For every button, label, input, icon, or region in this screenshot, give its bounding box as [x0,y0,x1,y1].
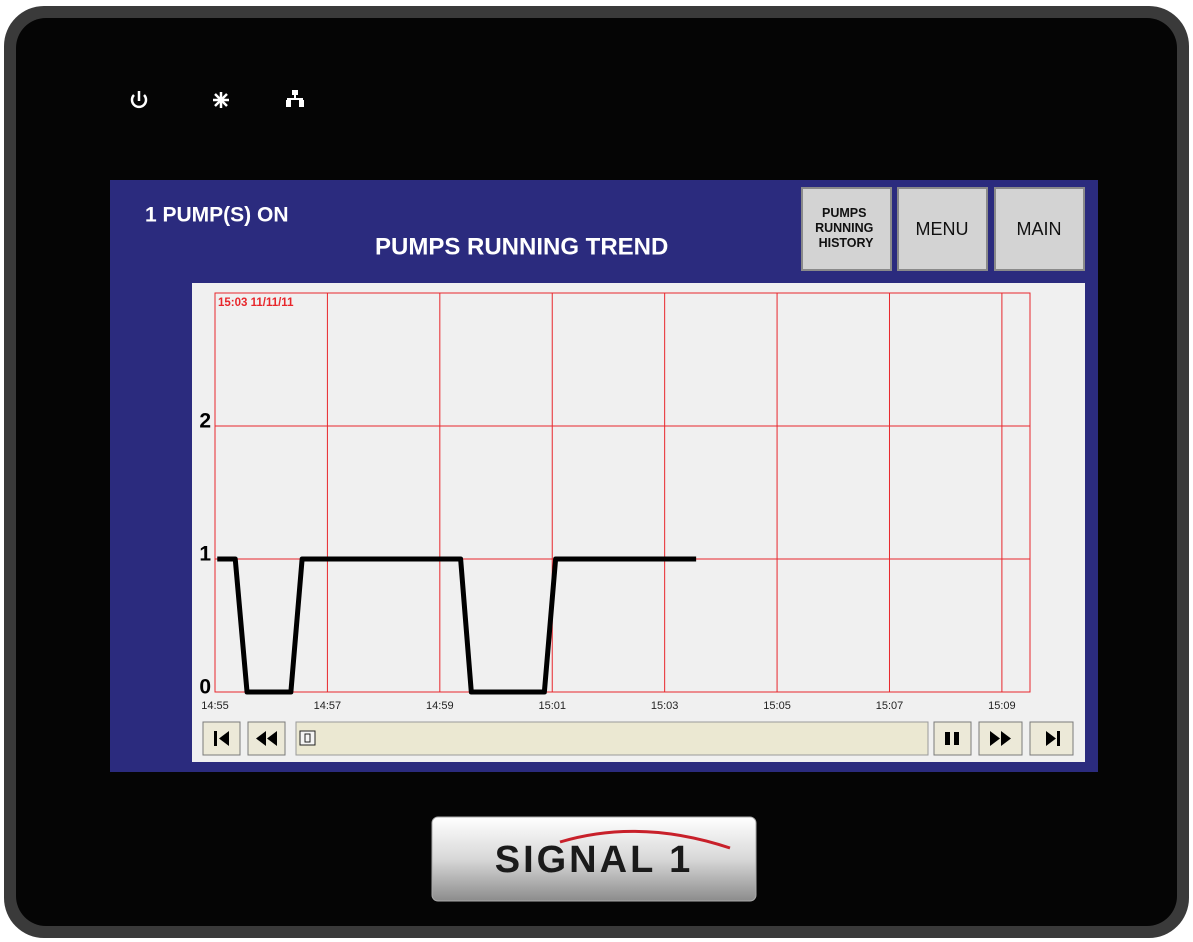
button-label-line[interactable]: RUNNING [815,221,873,235]
forward-button[interactable] [979,722,1022,755]
plot-area [215,293,1030,692]
y-tick-label: 0 [199,676,211,699]
chart: 14:55 14:57 14:59 15:01 15:03 15:05 15:07 15:09… [199,293,1030,712]
x-tick-label: 14:57 [314,700,342,712]
x-tick-label: 15:05 [763,700,791,712]
activity-icon [213,92,229,108]
x-tick-label: 14:59 [426,700,454,712]
chart-annotation: 15:03 11/11/11 [218,297,294,309]
x-tick-label: 14:55 [201,700,229,712]
y-tick-label: 2 [199,410,211,433]
x-tick-label: 15:09 [988,700,1016,712]
playback-controls [203,722,1073,755]
rewind-button[interactable] [248,722,285,755]
status-text: 1 PUMP(S) ON [145,204,289,227]
button[interactable]: MAIN [995,188,1084,270]
screen-title: PUMPS RUNNING TREND [375,233,668,260]
x-tick-label: 15:07 [876,700,904,712]
y-tick-label: 1 [199,543,211,566]
scroll-thumb[interactable] [300,731,315,745]
scroll-track[interactable] [296,722,928,755]
button[interactable]: PUMPS RUNNING HISTORY [802,188,891,270]
hmi-device: 1 PUMP(S) ON PUMPS RUNNING TREND PUMPS R… [0,0,1193,942]
button-label[interactable]: MAIN [1017,219,1062,239]
button-label[interactable]: PUMPS RUNNING HISTORY [815,206,877,250]
x-tick-label: 15:01 [538,700,566,712]
button[interactable]: MENU [898,188,987,270]
button-label-line[interactable]: PUMPS [822,206,866,220]
x-tick-label: 15:03 [651,700,679,712]
logo-text: SIGNAL 1 [495,839,694,881]
pause-button[interactable] [934,722,971,755]
button-label[interactable]: MENU [916,219,969,239]
button-label-line[interactable]: HISTORY [819,236,875,250]
